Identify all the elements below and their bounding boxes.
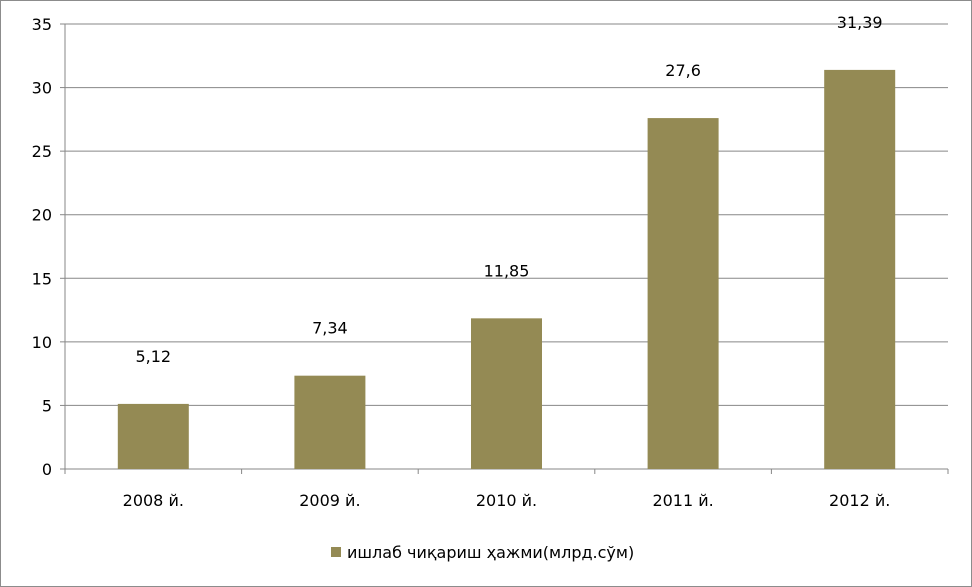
x-tick-label: 2012 й. bbox=[829, 491, 890, 510]
bar bbox=[471, 318, 542, 469]
x-tick-label: 2011 й. bbox=[652, 491, 713, 510]
legend-swatch bbox=[331, 547, 341, 557]
y-tick-label: 15 bbox=[32, 269, 52, 288]
bar bbox=[117, 403, 189, 469]
data-label: 7,34 bbox=[312, 319, 348, 338]
y-tick-label: 5 bbox=[42, 396, 52, 415]
legend-label: ишлаб чиқариш ҳажми(млрд.сўм) bbox=[347, 543, 634, 562]
y-tick-label: 25 bbox=[32, 142, 52, 161]
x-tick-label: 2010 й. bbox=[476, 491, 537, 510]
data-label: 31,39 bbox=[837, 13, 883, 32]
y-tick-label: 20 bbox=[32, 206, 52, 225]
y-tick-label: 35 bbox=[32, 15, 52, 34]
data-label: 27,6 bbox=[665, 61, 701, 80]
data-label: 11,85 bbox=[484, 261, 530, 280]
x-tick-label: 2008 й. bbox=[123, 491, 184, 510]
y-tick-label: 0 bbox=[42, 460, 52, 479]
bar bbox=[647, 118, 719, 469]
y-tick-label: 30 bbox=[32, 79, 52, 98]
data-label: 5,12 bbox=[135, 347, 171, 366]
bar bbox=[824, 69, 896, 470]
y-tick-label: 10 bbox=[32, 333, 52, 352]
bar bbox=[294, 375, 366, 469]
x-tick-label: 2009 й. bbox=[299, 491, 360, 510]
